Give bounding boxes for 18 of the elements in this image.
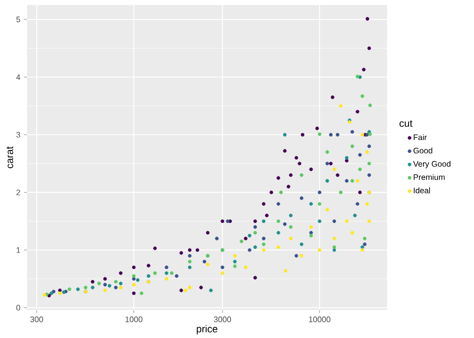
legend-label: Very Good [413,160,450,168]
y-tick-label: 2 [16,190,20,196]
x-axis-title: price [196,325,218,334]
y-tick-label: 4 [16,74,20,80]
legend-label: Fair [414,134,427,140]
x-tick-label: 10000 [309,316,330,322]
legend-title: cut [400,120,412,127]
y-tick-label: 0 [16,304,20,311]
legend-label: Ideal [414,187,430,194]
y-tick-label: 3 [16,132,20,138]
x-tick-label: 300 [30,316,44,322]
y-tick-label: 1 [16,247,20,253]
y-axis-title: carat [6,146,14,168]
y-tick-label: 5 [16,16,20,22]
x-tick-label: 1000 [126,316,142,322]
legend-label: Premium [414,174,445,180]
legend-label: Good [414,148,432,154]
x-tick-label: 3000 [214,316,232,322]
